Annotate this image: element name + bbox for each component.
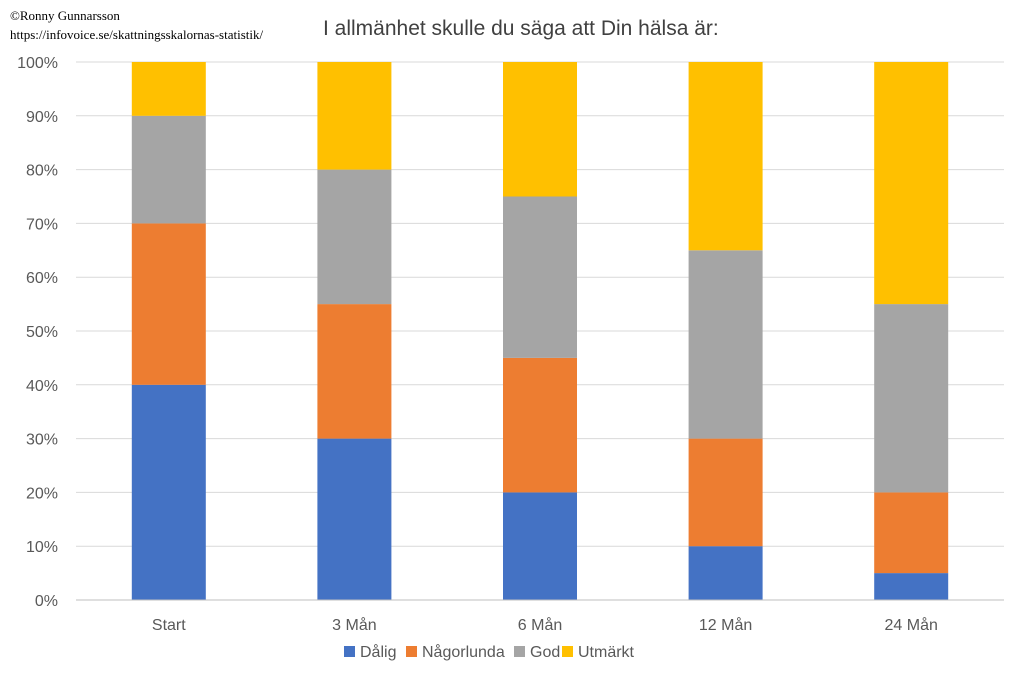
bar-segment [874, 573, 949, 600]
bar-segment [317, 438, 392, 600]
bars [131, 62, 949, 600]
x-tick-label: 24 Mån [885, 616, 938, 634]
x-axis: Start 3 Mån 6 Mån 12 Mån 24 Mån [76, 599, 1004, 634]
y-tick-label: 30% [26, 432, 58, 449]
legend-label: Utmärkt [578, 644, 635, 661]
chart-title: I allmänhet skulle du säga att Din hälsa… [323, 17, 719, 40]
bar-segment [503, 196, 577, 358]
y-tick-label: 80% [26, 163, 58, 180]
bar-segment [874, 304, 949, 493]
bar-segment [874, 492, 949, 574]
credit-block: ©Ronny Gunnarsson https://infovoice.se/s… [10, 6, 263, 44]
bar-segment [131, 223, 206, 385]
x-tick-label: 12 Mån [699, 616, 752, 634]
x-tick-label: 6 Mån [518, 616, 562, 634]
legend-swatch [344, 646, 355, 657]
bar-segment [688, 438, 763, 547]
y-tick-label: 90% [26, 109, 58, 126]
legend-swatch [562, 646, 573, 657]
y-tick-label: 10% [26, 539, 58, 556]
y-tick-label: 0% [35, 593, 58, 610]
legend-label: God [530, 644, 560, 661]
y-tick-label: 50% [26, 324, 58, 341]
bar-segment [874, 62, 949, 305]
bar-segment [688, 62, 763, 251]
y-tick-label: 70% [26, 216, 58, 233]
legend-swatch [406, 646, 417, 657]
y-tick-label: 20% [26, 485, 58, 502]
bar-segment [131, 115, 206, 224]
bar-segment [317, 304, 392, 439]
credit-author: ©Ronny Gunnarsson [10, 8, 120, 23]
x-tick-label: 3 Mån [332, 616, 376, 634]
y-tick-label: 100% [17, 55, 58, 72]
y-tick-label: 40% [26, 378, 58, 395]
legend: Dålig Någorlunda God Utmärkt [344, 643, 635, 661]
y-axis: 0% 10% 20% 30% 40% 50% 60% 70% 80% 90% 100% [17, 55, 58, 610]
bar-segment [688, 546, 763, 600]
legend-label: Dålig [360, 643, 396, 661]
bar-segment [131, 62, 206, 116]
bar-segment [503, 357, 577, 493]
bar-segment [317, 169, 392, 305]
legend-swatch [514, 646, 525, 657]
bar-segment [317, 62, 392, 170]
bar-segment [503, 62, 577, 197]
x-tick-label: Start [152, 617, 186, 634]
bar-segment [688, 250, 763, 439]
credit-url: https://infovoice.se/skattningsskalornas… [10, 27, 264, 42]
bar-segment [131, 384, 206, 600]
bar-segment [503, 492, 577, 600]
y-tick-label: 60% [26, 270, 58, 287]
legend-label: Någorlunda [422, 643, 505, 661]
